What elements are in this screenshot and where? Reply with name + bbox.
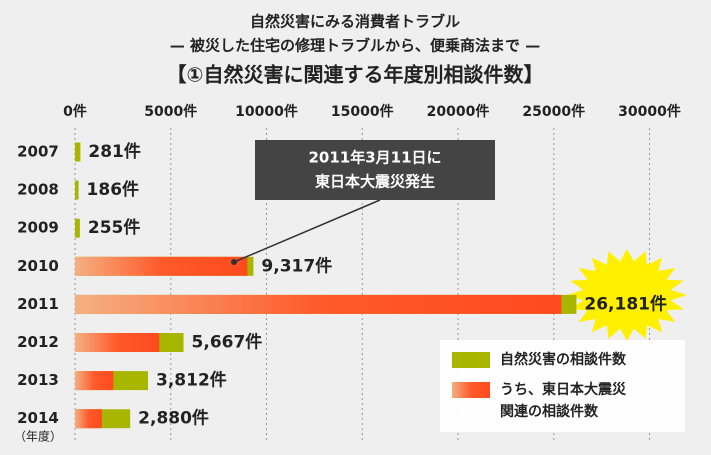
chart-title: 自然災害にみる消費者トラブル <box>250 13 460 31</box>
y-tick-label: 2007 <box>17 143 59 161</box>
bar <box>75 333 160 352</box>
bar <box>75 180 79 200</box>
chart-subtitle: — 被災した住宅の修理トラブルから、便乗商法まで — <box>170 37 540 55</box>
x-tick-label: 15000件 <box>331 103 394 120</box>
chart-heading: 【①自然災害に関連する年度別相談件数】 <box>167 63 544 87</box>
data-label: 2,880件 <box>138 408 209 429</box>
x-tick-label: 5000件 <box>144 103 197 120</box>
data-label: 26,181件 <box>584 293 667 314</box>
x-tick-label: 10000件 <box>235 103 298 120</box>
y-tick-label: 2014 <box>17 409 59 427</box>
annotation-text: 東日本大震災発生 <box>315 173 435 191</box>
x-tick-label: 25000件 <box>522 103 585 120</box>
data-label: 255件 <box>88 217 141 238</box>
y-tick-label: 2012 <box>17 333 59 351</box>
legend-label: 関連の相談件数 <box>500 403 599 420</box>
y-tick-label: 2009 <box>17 219 59 237</box>
y-unit: （年度） <box>14 429 62 444</box>
bar <box>75 371 114 391</box>
data-label: 3,812件 <box>156 370 227 391</box>
bar <box>75 294 562 314</box>
annotation: 2011年3月11日に 東日本大震災発生 <box>231 140 495 265</box>
data-label: 9,317件 <box>261 255 332 276</box>
data-label: 5,667件 <box>192 332 263 353</box>
annotation-line <box>233 199 381 263</box>
x-tick-label: 30000件 <box>618 103 681 120</box>
x-tick-label: 0件 <box>63 103 87 120</box>
y-tick-label: 2010 <box>17 257 59 275</box>
bar <box>75 256 248 276</box>
annotation-dot <box>231 259 237 265</box>
annotation-text: 2011年3月11日に <box>308 149 441 167</box>
starburst <box>567 249 687 341</box>
legend-label: 自然災害の相談件数 <box>500 351 627 368</box>
data-label: 186件 <box>87 179 140 200</box>
bar <box>75 218 80 238</box>
bars <box>75 142 577 429</box>
legend-swatch <box>452 352 490 368</box>
y-tick-label: 2013 <box>17 371 59 389</box>
y-tick-label: 2008 <box>17 181 59 199</box>
legend-swatch <box>452 382 490 398</box>
bar <box>75 409 102 429</box>
data-label: 281件 <box>88 141 141 162</box>
legend-label: うち、東日本大震災 <box>500 381 627 398</box>
bar <box>75 142 81 162</box>
y-tick-label: 2011 <box>17 295 59 313</box>
x-tick-label: 20000件 <box>427 103 490 120</box>
annotation-box <box>255 140 495 200</box>
